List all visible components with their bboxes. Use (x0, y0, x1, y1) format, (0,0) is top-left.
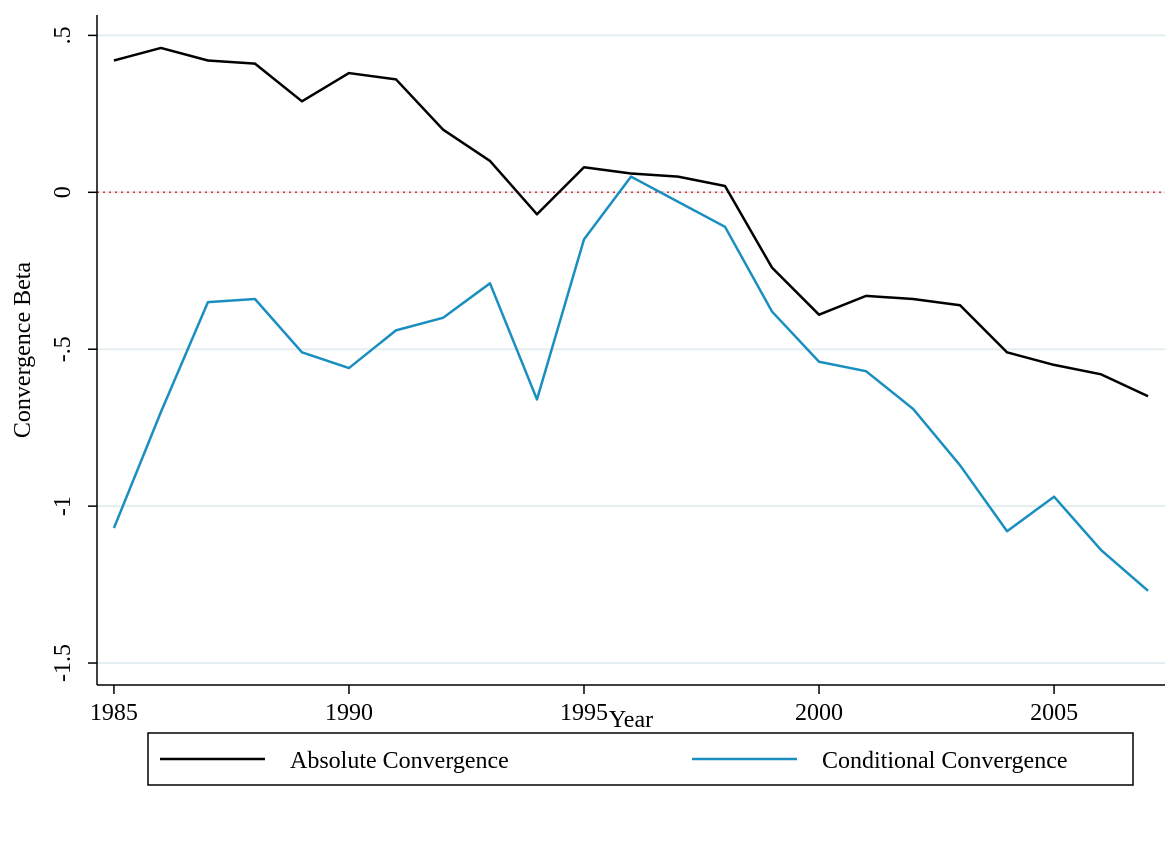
y-axis-title: Convergence Beta (10, 262, 36, 439)
x-tick-label: 1985 (90, 700, 138, 726)
y-tick-label: -1 (50, 496, 76, 516)
x-axis-title: Year (609, 707, 653, 733)
legend-box (147, 732, 1134, 786)
y-tick-label: 0 (50, 186, 76, 198)
x-tick-label: 2005 (1030, 700, 1078, 726)
y-tick-label: -.5 (50, 336, 76, 362)
legend-label: Conditional Convergence (822, 748, 1068, 774)
x-tick-label: 1990 (325, 700, 373, 726)
x-tick-label: 1995 (560, 700, 608, 726)
x-tick-label: 2000 (795, 700, 843, 726)
y-tick-label: .5 (50, 26, 76, 44)
legend-label: Absolute Convergence (290, 748, 509, 774)
data-line (112, 175, 1149, 592)
data-line (113, 46, 1149, 398)
y-tick-label: -1.5 (50, 644, 76, 682)
